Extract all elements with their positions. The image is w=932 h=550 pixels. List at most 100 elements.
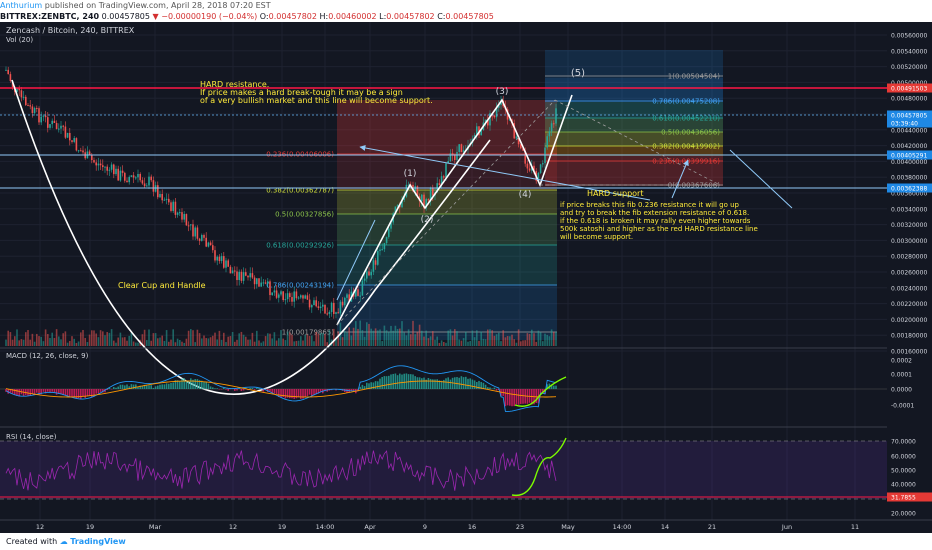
price-tick-label: 0.00500000	[891, 80, 927, 87]
volume-bar	[190, 329, 192, 346]
macd-hist-bar	[319, 389, 322, 393]
breakout-arrow[interactable]	[671, 159, 689, 199]
candle	[128, 175, 130, 185]
fib-extension-level: 0.5(0.00436056)	[545, 129, 723, 137]
macd-hist-bar	[201, 380, 203, 389]
volume-bar	[407, 329, 410, 346]
author-link[interactable]: Anthurium	[0, 1, 43, 10]
candle	[311, 304, 313, 313]
macd-hist-bar	[157, 385, 159, 389]
macd-hist-bar	[300, 389, 302, 399]
volume-bar	[396, 329, 399, 346]
candle	[93, 157, 95, 164]
volume-bar	[286, 331, 289, 346]
elliott-wave-path[interactable]	[336, 94, 573, 326]
close-value: 0.00457805	[445, 12, 494, 21]
candle	[121, 165, 124, 177]
rsi-tick-label: 50.0000	[891, 468, 916, 475]
chart-canvas[interactable]: 0.236(0.00406006)0.382(0.00362787)0.5(0.…	[0, 22, 932, 533]
volume-bar	[84, 337, 86, 346]
volume-bar	[278, 338, 280, 346]
wave-label: (3)	[496, 87, 509, 97]
volume-bar	[487, 329, 489, 346]
macd-hist-bar	[480, 381, 482, 389]
svg-text:0.786(0.00475208): 0.786(0.00475208)	[652, 98, 720, 106]
price-tick-label: 0.00320000	[891, 222, 927, 229]
support-arrow[interactable]	[359, 145, 651, 201]
volume-bar	[465, 331, 467, 346]
candle	[372, 256, 375, 275]
cup-curve[interactable]	[11, 79, 491, 395]
volume-bar	[502, 330, 504, 346]
volume-bar	[225, 342, 227, 346]
candle	[377, 248, 379, 266]
volume-bar	[66, 342, 69, 346]
volume-bar	[429, 336, 432, 346]
volume-bar	[40, 336, 42, 346]
candle	[330, 301, 333, 317]
volume-bar	[223, 332, 225, 346]
volume-bar	[192, 330, 194, 346]
time-tick-label: 19	[278, 523, 286, 531]
svg-text:will become support.: will become support.	[560, 233, 633, 241]
volume-bar	[29, 339, 31, 346]
candle	[539, 163, 542, 175]
candle	[242, 267, 245, 285]
volume-bar	[513, 339, 515, 346]
time-axis[interactable]	[0, 520, 932, 533]
macd-hist-bar	[368, 383, 370, 389]
volume-bar	[207, 338, 210, 346]
macd-hist-bar	[42, 389, 45, 392]
fib-extension-level: 1(0.00504504)	[545, 73, 723, 81]
candle	[550, 120, 553, 136]
macd-hist-bar	[25, 389, 27, 396]
candle	[42, 114, 45, 122]
macd-hist-bar	[517, 389, 520, 405]
macd-hist-bar	[352, 389, 355, 391]
candle	[346, 292, 348, 304]
volume-bar	[91, 330, 93, 346]
candle	[18, 85, 20, 97]
macd-hist-bar	[203, 381, 205, 389]
macd-hist-bar	[308, 389, 311, 395]
macd-hist-bar	[425, 379, 427, 389]
volume-bar	[262, 341, 265, 346]
uptrend-line[interactable]	[336, 219, 376, 301]
candle	[194, 225, 196, 241]
macd-hist-bar	[53, 389, 56, 393]
volume-bar	[185, 338, 188, 346]
volume-bar	[460, 340, 463, 346]
candle	[170, 200, 172, 213]
candle	[104, 166, 106, 173]
downtrend-line[interactable]	[729, 149, 793, 209]
volume-bar	[31, 333, 34, 346]
candle	[58, 123, 60, 133]
macd-hist-bar	[40, 389, 42, 395]
macd-hist-bar	[93, 389, 95, 397]
volume-bar	[300, 336, 302, 346]
volume-bar	[53, 337, 56, 346]
volume-bar	[135, 342, 137, 346]
volume-bar	[36, 333, 38, 346]
macd-hist-bar	[64, 389, 67, 396]
volume-bar	[201, 338, 203, 346]
volume-bar	[293, 341, 295, 346]
candle	[115, 165, 117, 177]
candle	[269, 279, 271, 301]
tradingview-brand[interactable]: TradingView	[70, 537, 126, 546]
price-scale[interactable]	[887, 22, 932, 520]
svg-text:0.618(0.00292926): 0.618(0.00292926)	[266, 242, 334, 250]
volume-bar	[229, 336, 232, 346]
macd-hist-bar	[91, 389, 93, 397]
candle	[218, 254, 221, 264]
volume-bar	[440, 340, 443, 346]
macd-hist-bar	[242, 389, 245, 391]
macd-hist-bar	[388, 375, 390, 389]
macd-hist-bar	[295, 389, 298, 399]
volume-bar	[313, 341, 315, 346]
candle	[284, 293, 287, 305]
volume-bar	[388, 331, 390, 346]
candle	[429, 186, 432, 206]
candle	[487, 114, 489, 129]
candle	[251, 267, 254, 280]
